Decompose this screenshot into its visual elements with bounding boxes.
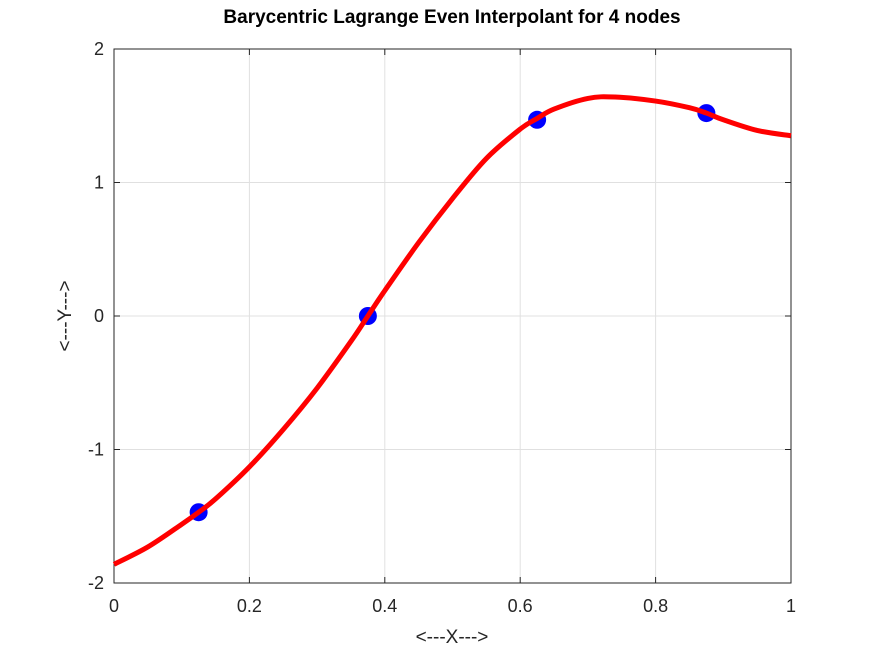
data-marks <box>112 94 792 567</box>
x-tick-label: 0.2 <box>237 596 262 616</box>
y-tick-label: 2 <box>94 39 104 59</box>
x-tick-label: 0.8 <box>643 596 668 616</box>
x-tick-label: 0.6 <box>508 596 533 616</box>
y-axis-label: <---Y---> <box>55 280 76 351</box>
interpolant-curve <box>112 94 792 567</box>
y-tick-label: -2 <box>88 573 104 593</box>
plot-frame <box>113 48 792 584</box>
y-tick-label: 1 <box>94 173 104 193</box>
x-tick-label: 1 <box>786 596 796 616</box>
y-tick-label: -1 <box>88 440 104 460</box>
axis-ticks: 0 0.2 0.4 0.6 0.8 1 -2 -1 0 1 2 <box>88 39 796 616</box>
chart-title: Barycentric Lagrange Even Interpolant fo… <box>223 7 680 28</box>
grid-lines <box>113 48 792 584</box>
x-axis-label: <---X---> <box>416 627 489 648</box>
x-tick-label: 0.4 <box>372 596 397 616</box>
x-tick-label: 0 <box>109 596 119 616</box>
y-tick-label: 0 <box>94 306 104 326</box>
